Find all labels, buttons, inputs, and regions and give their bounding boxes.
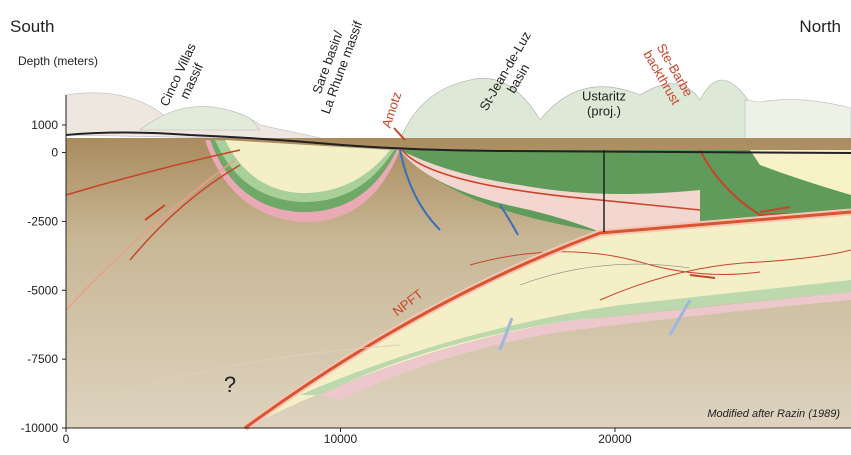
geo-label-line: Amotz xyxy=(379,90,405,130)
geo-label: Sare basin/La Rhune massif xyxy=(309,19,365,116)
x-tick-label: 20000 xyxy=(598,432,632,446)
y-tick-label: -7500 xyxy=(27,352,58,366)
y-tick-label: -2500 xyxy=(27,214,58,228)
x-tick-label: 0 xyxy=(63,432,70,446)
geo-label-line: ? xyxy=(224,372,236,397)
geo-label: Ustaritz(proj.) xyxy=(582,89,626,119)
y-tick-label: -5000 xyxy=(27,283,58,297)
geo-label: Amotz xyxy=(379,90,405,130)
geology xyxy=(65,78,851,431)
geo-label: ? xyxy=(224,372,236,397)
south-label: South xyxy=(10,17,54,36)
y-tick-label: 1000 xyxy=(31,118,58,132)
credit: Modified after Razin (1989) xyxy=(707,408,840,420)
x-tick-label: 10000 xyxy=(324,432,358,446)
axis-title: Depth (meters) xyxy=(18,54,98,68)
geo-label-line: Ustaritz xyxy=(582,89,626,104)
north-label: North xyxy=(799,17,841,36)
geo-label-line: (proj.) xyxy=(587,104,621,119)
y-tick-label: 0 xyxy=(51,146,58,160)
y-tick-label: -10000 xyxy=(21,421,59,435)
